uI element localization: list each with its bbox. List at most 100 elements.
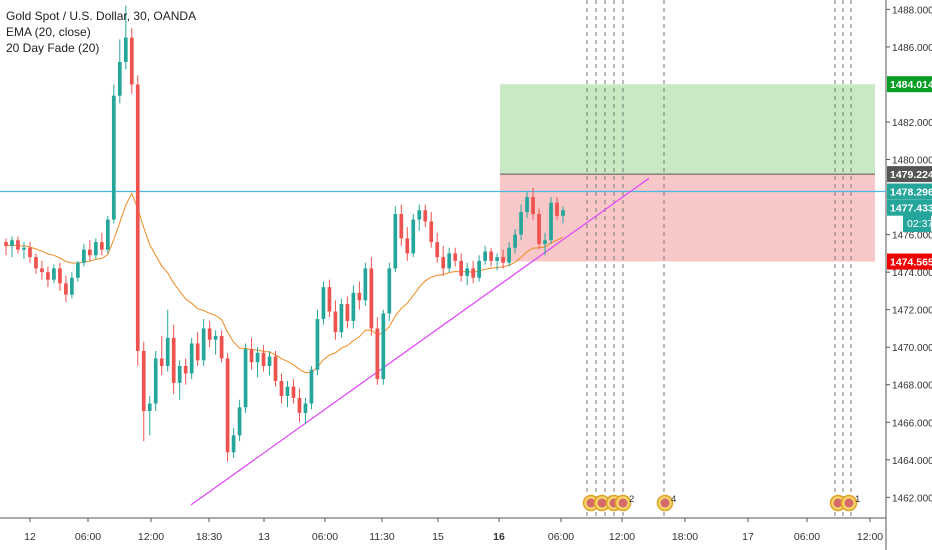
candle-body[interactable] — [441, 257, 446, 269]
candle-body[interactable] — [123, 37, 128, 62]
candle-body[interactable] — [363, 268, 368, 301]
candle-body[interactable] — [537, 213, 541, 244]
candle-body[interactable] — [93, 242, 98, 256]
candle-body[interactable] — [375, 328, 380, 380]
candle-body[interactable] — [129, 37, 134, 85]
candle-body[interactable] — [471, 268, 476, 278]
candle-body[interactable] — [195, 343, 200, 361]
candle-body[interactable] — [207, 328, 212, 340]
candle-body[interactable] — [489, 251, 493, 261]
candle-body[interactable] — [549, 202, 553, 241]
candle-body[interactable] — [237, 407, 242, 436]
candle-body[interactable] — [399, 213, 404, 239]
candle-body[interactable] — [105, 219, 110, 250]
candle-body[interactable] — [147, 403, 152, 412]
candle-body[interactable] — [483, 251, 487, 261]
candle-body[interactable] — [525, 197, 529, 213]
candle-body[interactable] — [40, 268, 44, 273]
candle-body[interactable] — [297, 397, 302, 413]
candle-body[interactable] — [507, 247, 511, 263]
candle-body[interactable] — [477, 260, 482, 278]
candle-body[interactable] — [345, 304, 350, 321]
candle-body[interactable] — [64, 283, 68, 295]
profit-zone[interactable] — [500, 84, 875, 175]
candle-body[interactable] — [111, 95, 116, 220]
candle-body[interactable] — [213, 335, 218, 340]
candle-body[interactable] — [465, 268, 470, 276]
candle-body[interactable] — [58, 268, 62, 284]
ema-line[interactable] — [5, 192, 564, 374]
candle-body[interactable] — [4, 242, 8, 246]
candle-body[interactable] — [225, 358, 230, 453]
loss-zone[interactable] — [500, 174, 875, 262]
candle-body[interactable] — [46, 272, 50, 280]
trendline[interactable] — [190, 177, 650, 506]
candle-body[interactable] — [189, 343, 194, 374]
candle-body[interactable] — [165, 337, 170, 366]
candle-body[interactable] — [315, 319, 320, 370]
legend-fade[interactable]: 20 Day Fade (20) — [6, 41, 100, 55]
candle-body[interactable] — [423, 210, 428, 222]
candle-body[interactable] — [501, 257, 505, 263]
candle-body[interactable] — [543, 240, 547, 244]
candle-body[interactable] — [429, 221, 434, 243]
candle-body[interactable] — [16, 240, 20, 250]
legend-symbol[interactable]: Gold Spot / U.S. Dollar, 30, OANDA — [6, 9, 197, 23]
candle-body[interactable] — [87, 249, 92, 256]
candle-body[interactable] — [273, 356, 278, 381]
candle-body[interactable] — [327, 287, 332, 312]
candle-body[interactable] — [99, 242, 104, 250]
candle-body[interactable] — [417, 210, 422, 220]
candle-body[interactable] — [159, 358, 164, 366]
candle-body[interactable] — [387, 268, 392, 314]
candle-body[interactable] — [10, 240, 14, 246]
candle-body[interactable] — [255, 352, 260, 363]
candle-body[interactable] — [183, 365, 188, 374]
candle-body[interactable] — [555, 202, 559, 216]
candle-body[interactable] — [22, 247, 26, 250]
candle-body[interactable] — [561, 210, 565, 216]
candle-body[interactable] — [321, 287, 326, 320]
candle-body[interactable] — [171, 337, 176, 383]
candle-body[interactable] — [435, 242, 440, 258]
candle-body[interactable] — [309, 369, 314, 404]
candle-body[interactable] — [261, 352, 266, 366]
candle-body[interactable] — [34, 257, 38, 269]
candle-body[interactable] — [153, 358, 158, 404]
candle-body[interactable] — [177, 365, 182, 383]
candle-body[interactable] — [243, 349, 248, 408]
candle-body[interactable] — [117, 61, 122, 96]
candle-body[interactable] — [519, 212, 523, 235]
candle-body[interactable] — [141, 350, 146, 412]
candle-body[interactable] — [201, 328, 206, 361]
candle-body[interactable] — [405, 238, 410, 254]
candle-body[interactable] — [231, 435, 236, 453]
candle-body[interactable] — [291, 386, 296, 398]
candle-body[interactable] — [249, 349, 254, 363]
candle-body[interactable] — [459, 260, 464, 276]
candle-body[interactable] — [76, 262, 80, 278]
candle-body[interactable] — [447, 253, 452, 269]
candle-body[interactable] — [495, 257, 499, 261]
candle-body[interactable] — [82, 249, 86, 263]
candle-body[interactable] — [369, 268, 374, 329]
candle-body[interactable] — [70, 277, 74, 295]
candle-body[interactable] — [303, 403, 308, 413]
candle-body[interactable] — [531, 197, 535, 214]
candle-body[interactable] — [453, 253, 458, 261]
legend-ema[interactable]: EMA (20, close) — [6, 25, 91, 39]
candle-body[interactable] — [351, 292, 356, 321]
candle-body[interactable] — [411, 219, 416, 254]
candle-body[interactable] — [393, 213, 398, 269]
candle-body[interactable] — [381, 313, 386, 380]
candle-body[interactable] — [339, 304, 344, 333]
candle-body[interactable] — [357, 292, 362, 301]
candle-body[interactable] — [52, 268, 56, 280]
candle-body[interactable] — [267, 356, 272, 366]
candle-body[interactable] — [135, 84, 140, 351]
candle-body[interactable] — [28, 247, 32, 258]
candle-body[interactable] — [513, 234, 517, 248]
candle-body[interactable] — [279, 380, 284, 397]
